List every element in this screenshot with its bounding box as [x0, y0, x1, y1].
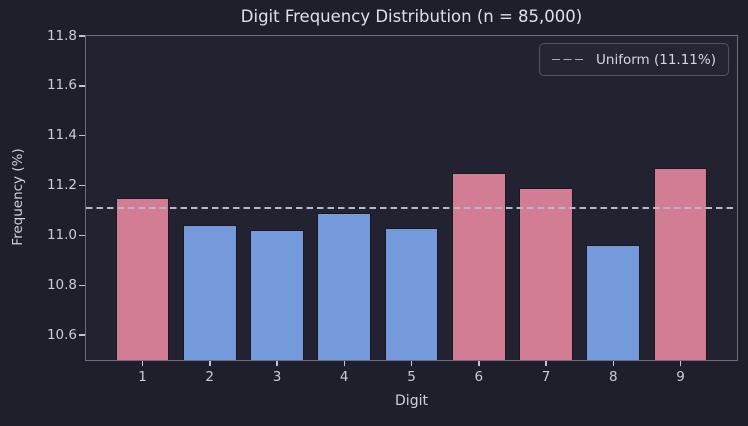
bar-digit-9: [653, 168, 708, 360]
x-tick-label: 3: [272, 369, 282, 385]
uniform-reference-line: [86, 207, 737, 209]
x-tick-label: 4: [339, 369, 349, 385]
y-tick-label: 10.8: [46, 276, 77, 293]
x-tick-label: 9: [676, 369, 685, 385]
y-tick-label: 11.6: [46, 77, 77, 94]
y-tick-mark: [79, 35, 85, 37]
y-tick-label: 10.6: [46, 326, 77, 343]
bar-digit-7: [519, 188, 573, 360]
y-tick-mark: [79, 334, 85, 336]
chart-title: Digit Frequency Distribution (n = 85,000…: [240, 7, 583, 26]
x-tick-mark: [209, 361, 211, 366]
dashed-line-icon: [552, 58, 587, 61]
x-tick-label: 6: [474, 369, 484, 385]
y-tick-label: 11.4: [46, 127, 77, 144]
y-tick-mark: [79, 184, 85, 187]
x-tick-mark: [276, 361, 278, 366]
x-tick-mark: [612, 361, 614, 366]
x-tick-mark: [343, 361, 345, 366]
x-tick-label: 1: [138, 369, 147, 385]
x-tick-mark: [679, 361, 682, 366]
x-tick-label: 5: [407, 369, 416, 385]
x-tick-mark: [141, 361, 144, 366]
bar-digit-6: [451, 173, 506, 360]
bar-digit-8: [586, 245, 641, 360]
x-tick-label: 2: [205, 369, 214, 385]
legend-label: Uniform (11.11%): [596, 51, 716, 68]
x-tick-label: 8: [609, 369, 618, 385]
x-tick-mark: [410, 361, 413, 366]
x-tick-mark: [478, 361, 480, 366]
bar-digit-1: [115, 198, 170, 360]
bars-layer: [86, 36, 737, 360]
y-tick-mark: [79, 85, 85, 87]
y-tick-mark: [79, 134, 85, 137]
y-tick-mark: [79, 234, 85, 237]
x-axis-label: Digit: [395, 393, 428, 409]
x-tick-mark: [545, 361, 547, 366]
bar-digit-4: [317, 213, 372, 360]
y-tick-label: 11.0: [46, 226, 77, 243]
y-tick-label: 11.8: [46, 27, 77, 44]
bar-digit-3: [250, 230, 304, 360]
legend: Uniform (11.11%): [539, 43, 729, 76]
y-tick-label: 11.2: [46, 177, 77, 193]
plot-area: Uniform (11.11%): [85, 35, 738, 361]
bar-digit-2: [182, 225, 237, 360]
x-tick-label: 7: [541, 369, 551, 385]
y-tick-mark: [79, 284, 85, 286]
bar-digit-5: [384, 227, 439, 360]
